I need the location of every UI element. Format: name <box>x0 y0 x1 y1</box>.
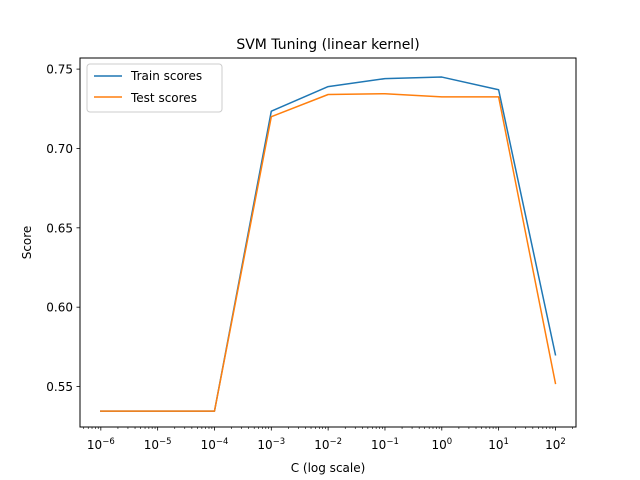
x-axis-minor-ticks <box>83 427 573 429</box>
x-tick-label: 101 <box>488 437 509 452</box>
x-axis-label: C (log scale) <box>291 461 366 475</box>
x-tick-label: 10−4 <box>201 437 229 452</box>
y-tick-label: 0.60 <box>46 301 73 315</box>
y-axis-ticks: 0.55 0.60 0.65 0.70 0.75 <box>46 63 80 394</box>
x-tick-label: 10−2 <box>314 437 342 452</box>
legend-label-train: Train scores <box>130 69 202 83</box>
y-tick-label: 0.70 <box>46 142 73 156</box>
legend: Train scores Test scores <box>86 63 223 113</box>
y-tick-label: 0.75 <box>46 63 73 77</box>
train-scores-line <box>100 76 557 412</box>
x-tick-label: 102 <box>545 437 566 452</box>
series-layer <box>100 76 557 412</box>
x-tick-label: 10−3 <box>257 437 285 452</box>
y-axis-label: Score <box>20 226 34 260</box>
test-scores-line <box>100 92 557 412</box>
x-tick-label: 100 <box>431 437 452 452</box>
y-tick-label: 0.55 <box>46 380 73 394</box>
legend-label-test: Test scores <box>130 91 197 105</box>
y-tick-label: 0.65 <box>46 221 73 235</box>
x-tick-label: 10−5 <box>144 437 172 452</box>
x-tick-label: 10−1 <box>371 437 399 452</box>
chart-title: SVM Tuning (linear kernel) <box>236 37 419 53</box>
x-axis-ticks: 10−6 10−5 10−4 10−3 10−2 10−1 100 101 102 <box>87 427 566 452</box>
x-tick-label: 10−6 <box>87 437 115 452</box>
